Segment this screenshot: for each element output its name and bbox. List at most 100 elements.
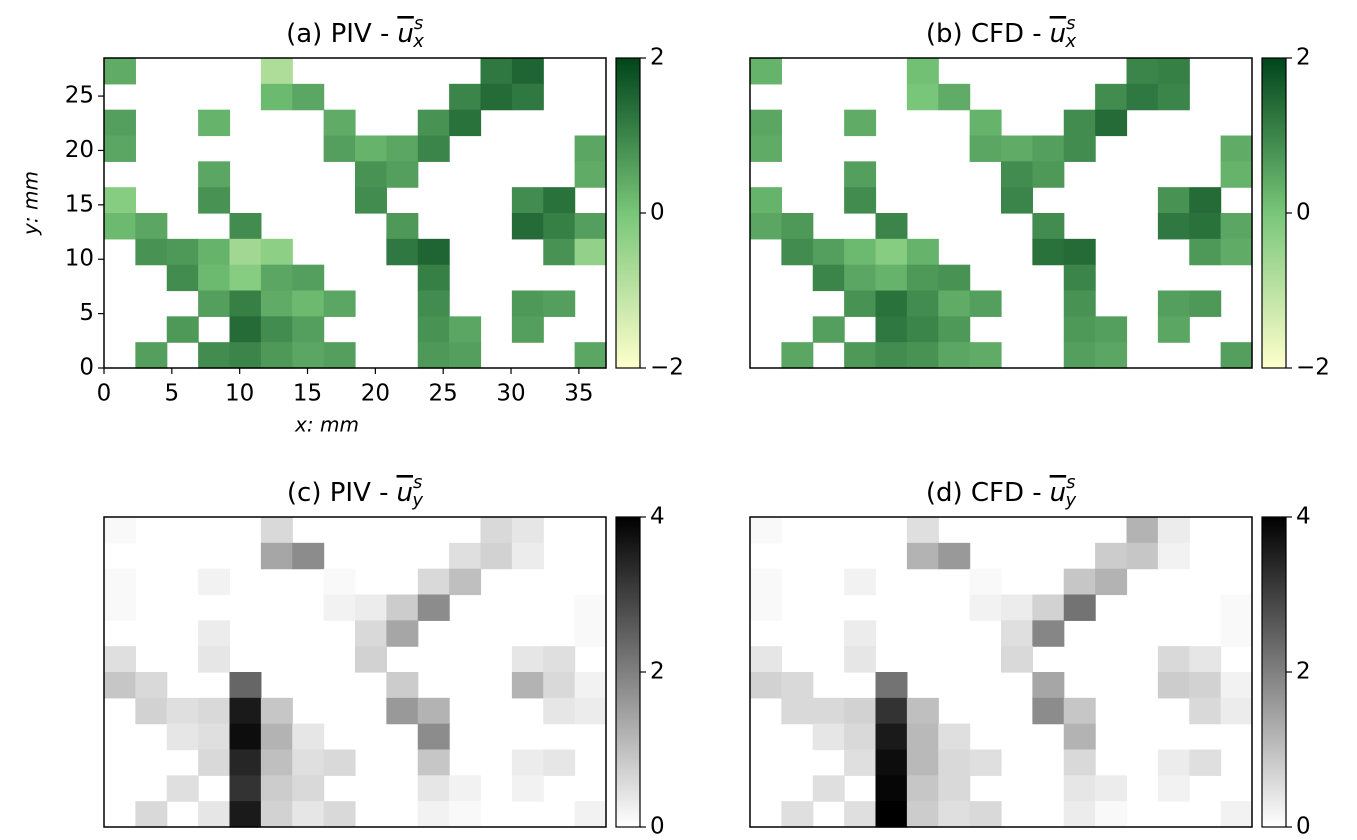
heatmap-cell	[417, 568, 450, 596]
heatmap-cell	[543, 697, 576, 725]
heatmap-cell	[135, 672, 168, 699]
heatmap-cell	[1032, 213, 1065, 240]
title-superscript: s	[1066, 13, 1075, 34]
heatmap-cell	[229, 342, 262, 369]
heatmap-cell	[875, 213, 908, 240]
x-tick-label: 5	[165, 381, 180, 407]
colorbar-tick-label: 2	[650, 659, 665, 685]
panel-title: (a) PIV - us x	[286, 13, 424, 52]
heatmap-cell	[292, 801, 325, 828]
title-superscript: s	[413, 472, 422, 493]
heatmap-cell	[875, 749, 908, 776]
heatmap-cell	[386, 161, 419, 188]
colorbar-tick-label: 4	[1296, 504, 1311, 530]
heatmap-cell	[417, 775, 450, 802]
heatmap-cell	[417, 697, 450, 725]
x-tick-label: 10	[225, 381, 254, 407]
heatmap-cell	[938, 749, 971, 776]
heatmap-cell	[292, 775, 325, 802]
heatmap-cell	[1189, 213, 1222, 240]
heatmap-cell	[1189, 646, 1222, 673]
heatmap-cell	[875, 801, 908, 828]
heatmap-cell	[1157, 213, 1190, 240]
heatmap-cell	[750, 646, 782, 673]
heatmap-cell	[750, 58, 782, 85]
heatmap-cell	[323, 109, 356, 137]
colorbar-tick-label: −2	[650, 355, 684, 381]
heatmap-cell	[1157, 290, 1190, 317]
heatmap-cell	[260, 697, 293, 725]
heatmap-cell	[1220, 238, 1253, 266]
heatmap-cell	[260, 290, 293, 317]
heatmap-cell	[417, 109, 450, 137]
heatmap-cell	[198, 723, 231, 751]
heatmap-cell	[906, 801, 939, 828]
heatmap-cell	[906, 342, 939, 369]
heatmap-cell	[260, 517, 293, 544]
heatmap-cell	[260, 83, 293, 111]
heatmap-cell	[1063, 749, 1096, 776]
heatmap-cell	[386, 135, 419, 162]
heatmap-cell	[938, 316, 971, 343]
colorbar-tick-label: 0	[650, 814, 665, 840]
heatmap-cell	[229, 290, 262, 317]
heatmap-cell	[417, 342, 450, 369]
heatmap-cell	[511, 213, 544, 240]
heatmap-cell	[511, 187, 544, 214]
heatmap-cell	[1063, 723, 1096, 751]
heatmap-cell	[543, 187, 576, 214]
heatmap-cell	[229, 264, 262, 292]
y-tick-label: 25	[65, 83, 94, 109]
heatmap-cell	[104, 517, 136, 544]
title-symbol: u	[397, 478, 413, 508]
heatmap-cell	[1032, 620, 1065, 647]
heatmap-cell	[198, 697, 231, 725]
heatmap-cell	[574, 801, 607, 828]
heatmap-cell	[1189, 187, 1222, 214]
heatmap-cell	[166, 697, 199, 725]
heatmap-cell	[844, 290, 877, 317]
colorbar-tick-label: −2	[1296, 355, 1330, 381]
heatmap-cell	[875, 342, 908, 369]
heatmap-cell	[750, 568, 782, 596]
panel-title: (d) CFD - us y	[926, 472, 1077, 511]
heatmap-cell	[875, 264, 908, 292]
heatmap-cell	[292, 342, 325, 369]
heatmap-cell	[229, 316, 262, 343]
y-tick-label: 15	[65, 191, 94, 217]
heatmap-cell	[906, 517, 939, 544]
colorbar	[615, 516, 641, 828]
heatmap-cell	[844, 620, 877, 647]
y-tick-label: 20	[65, 137, 94, 163]
heatmap-cell	[1220, 672, 1253, 699]
heatmap-cell	[198, 290, 231, 317]
heatmap-cell	[292, 290, 325, 317]
heatmap-cell	[449, 109, 482, 137]
heatmap-cell	[969, 109, 1002, 137]
heatmap-cell	[135, 342, 168, 369]
heatmap-cell	[844, 109, 877, 137]
heatmap-cell	[938, 775, 971, 802]
title-symbol: u	[397, 19, 413, 49]
heatmap-cell	[1063, 568, 1096, 596]
heatmap-cell	[781, 342, 814, 369]
heatmap-cell	[1157, 316, 1190, 343]
heatmap-cell	[260, 749, 293, 776]
heatmap-cell	[417, 594, 450, 621]
heatmap-cell	[198, 264, 231, 292]
heatmap-cell	[260, 238, 293, 266]
heatmap-cell	[449, 342, 482, 369]
heatmap-cell	[1095, 83, 1128, 111]
heatmap-cell	[969, 801, 1002, 828]
title-subscript: x	[1065, 31, 1077, 52]
title-symbol: u	[1050, 478, 1066, 508]
heatmap-cell	[844, 238, 877, 266]
heatmap-cell	[1126, 517, 1159, 544]
heatmap-cell	[104, 187, 136, 214]
heatmap-cell	[1063, 594, 1096, 621]
heatmap-cell	[198, 161, 231, 188]
heatmap-cell	[511, 672, 544, 699]
heatmap-cell	[104, 672, 136, 699]
heatmap-cell	[198, 238, 231, 266]
